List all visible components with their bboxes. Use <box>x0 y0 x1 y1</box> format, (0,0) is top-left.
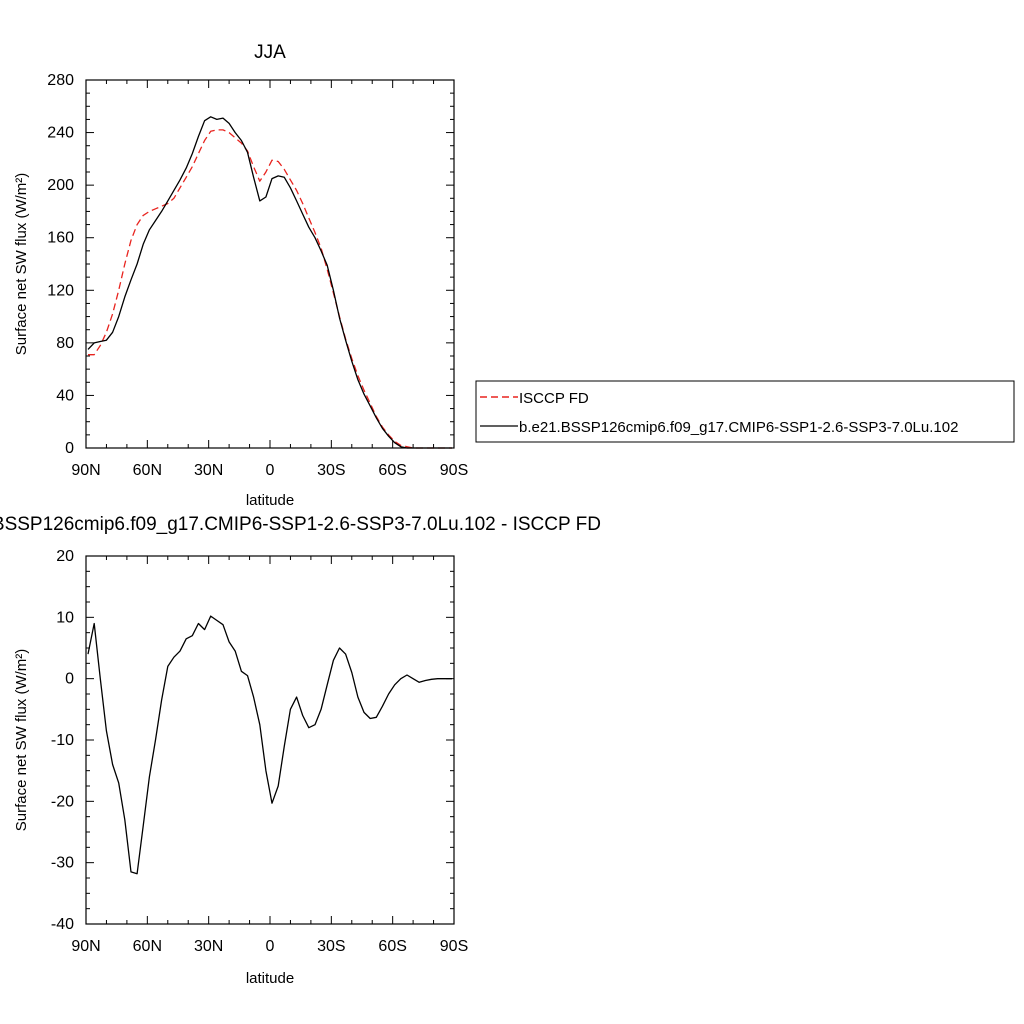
top-xtick-label: 0 <box>266 462 275 479</box>
bottom-y-tick-labels: -40 -30 -20 -10 0 10 20 <box>51 548 74 933</box>
top-axis-ticks <box>85 79 455 449</box>
top-xtick-label: 30N <box>194 462 223 479</box>
bottom-xtick-label: 0 <box>266 938 275 955</box>
bottom-xtick-label: 30N <box>194 938 223 955</box>
bottom-xtick-label: 90S <box>440 938 468 955</box>
bottom-ytick-label: 0 <box>65 671 74 688</box>
legend-box <box>475 380 1015 443</box>
legend-label-model: b.e21.BSSP126cmip6.f09_g17.CMIP6-SSP1-2.… <box>519 419 958 436</box>
bottom-ytick-label: -40 <box>51 916 74 933</box>
bottom-xtick-label: 90N <box>71 938 100 955</box>
bottom-xtick-label: 60N <box>133 938 162 955</box>
bottom-x-axis-label: latitude <box>246 970 294 987</box>
bottom-xtick-label: 30S <box>317 938 345 955</box>
top-xtick-label: 90S <box>440 462 468 479</box>
top-ytick-label: 280 <box>47 72 74 89</box>
top-ytick-label: 0 <box>65 440 74 457</box>
bottom-chart-title: b.e21.BSSP126cmip6.f09_g17.CMIP6-SSP1-2.… <box>0 514 601 535</box>
top-ytick-label: 80 <box>56 335 74 352</box>
top-ytick-label: 40 <box>56 387 74 404</box>
top-y-axis-label: Surface net SW flux (W/m²) <box>13 173 30 356</box>
legend-label-obs: ISCCP FD <box>519 390 589 407</box>
top-xtick-label: 90N <box>71 462 100 479</box>
bottom-plot-frame <box>85 555 455 925</box>
bottom-y-axis-label: Surface net SW flux (W/m²) <box>13 649 30 832</box>
top-series-group <box>87 116 452 449</box>
bottom-ytick-label: 10 <box>56 609 74 626</box>
bottom-series-line-model <box>87 615 452 875</box>
top-plot-frame <box>85 79 455 449</box>
top-y-tick-labels: 0 40 80 120 160 200 240 280 <box>47 72 74 457</box>
bottom-ytick-label: -20 <box>51 793 74 810</box>
bottom-axis-ticks <box>85 555 455 925</box>
top-ytick-label: 240 <box>47 125 74 142</box>
bottom-ytick-label: -30 <box>51 855 74 872</box>
bottom-x-tick-labels: 90N 60N 30N 0 30S 60S 90S <box>71 938 468 955</box>
bottom-ytick-label: -10 <box>51 732 74 749</box>
top-xtick-label: 60N <box>133 462 162 479</box>
top-ytick-label: 160 <box>47 230 74 247</box>
top-panel: JJA 0 40 80 120 160 200 240 280 90N 60N 30N 0 30S 60… <box>13 42 468 509</box>
top-xtick-label: 60S <box>378 462 406 479</box>
top-ytick-label: 120 <box>47 282 74 299</box>
top-chart-title: JJA <box>254 42 286 63</box>
bottom-ytick-label: 20 <box>56 548 74 565</box>
top-xtick-label: 30S <box>317 462 345 479</box>
legend: ISCCP FD b.e21.BSSP126cmip6.f09_g17.CMIP… <box>475 380 1015 443</box>
top-series-line-model <box>87 116 452 449</box>
bottom-xtick-label: 60S <box>378 938 406 955</box>
bottom-panel: b.e21.BSSP126cmip6.f09_g17.CMIP6-SSP1-2.… <box>0 514 601 987</box>
top-x-tick-labels: 90N 60N 30N 0 30S 60S 90S <box>71 462 468 479</box>
bottom-series-group <box>87 615 452 875</box>
top-series-line-obs <box>88 129 452 449</box>
top-x-axis-label: latitude <box>246 492 294 509</box>
top-ytick-label: 200 <box>47 177 74 194</box>
